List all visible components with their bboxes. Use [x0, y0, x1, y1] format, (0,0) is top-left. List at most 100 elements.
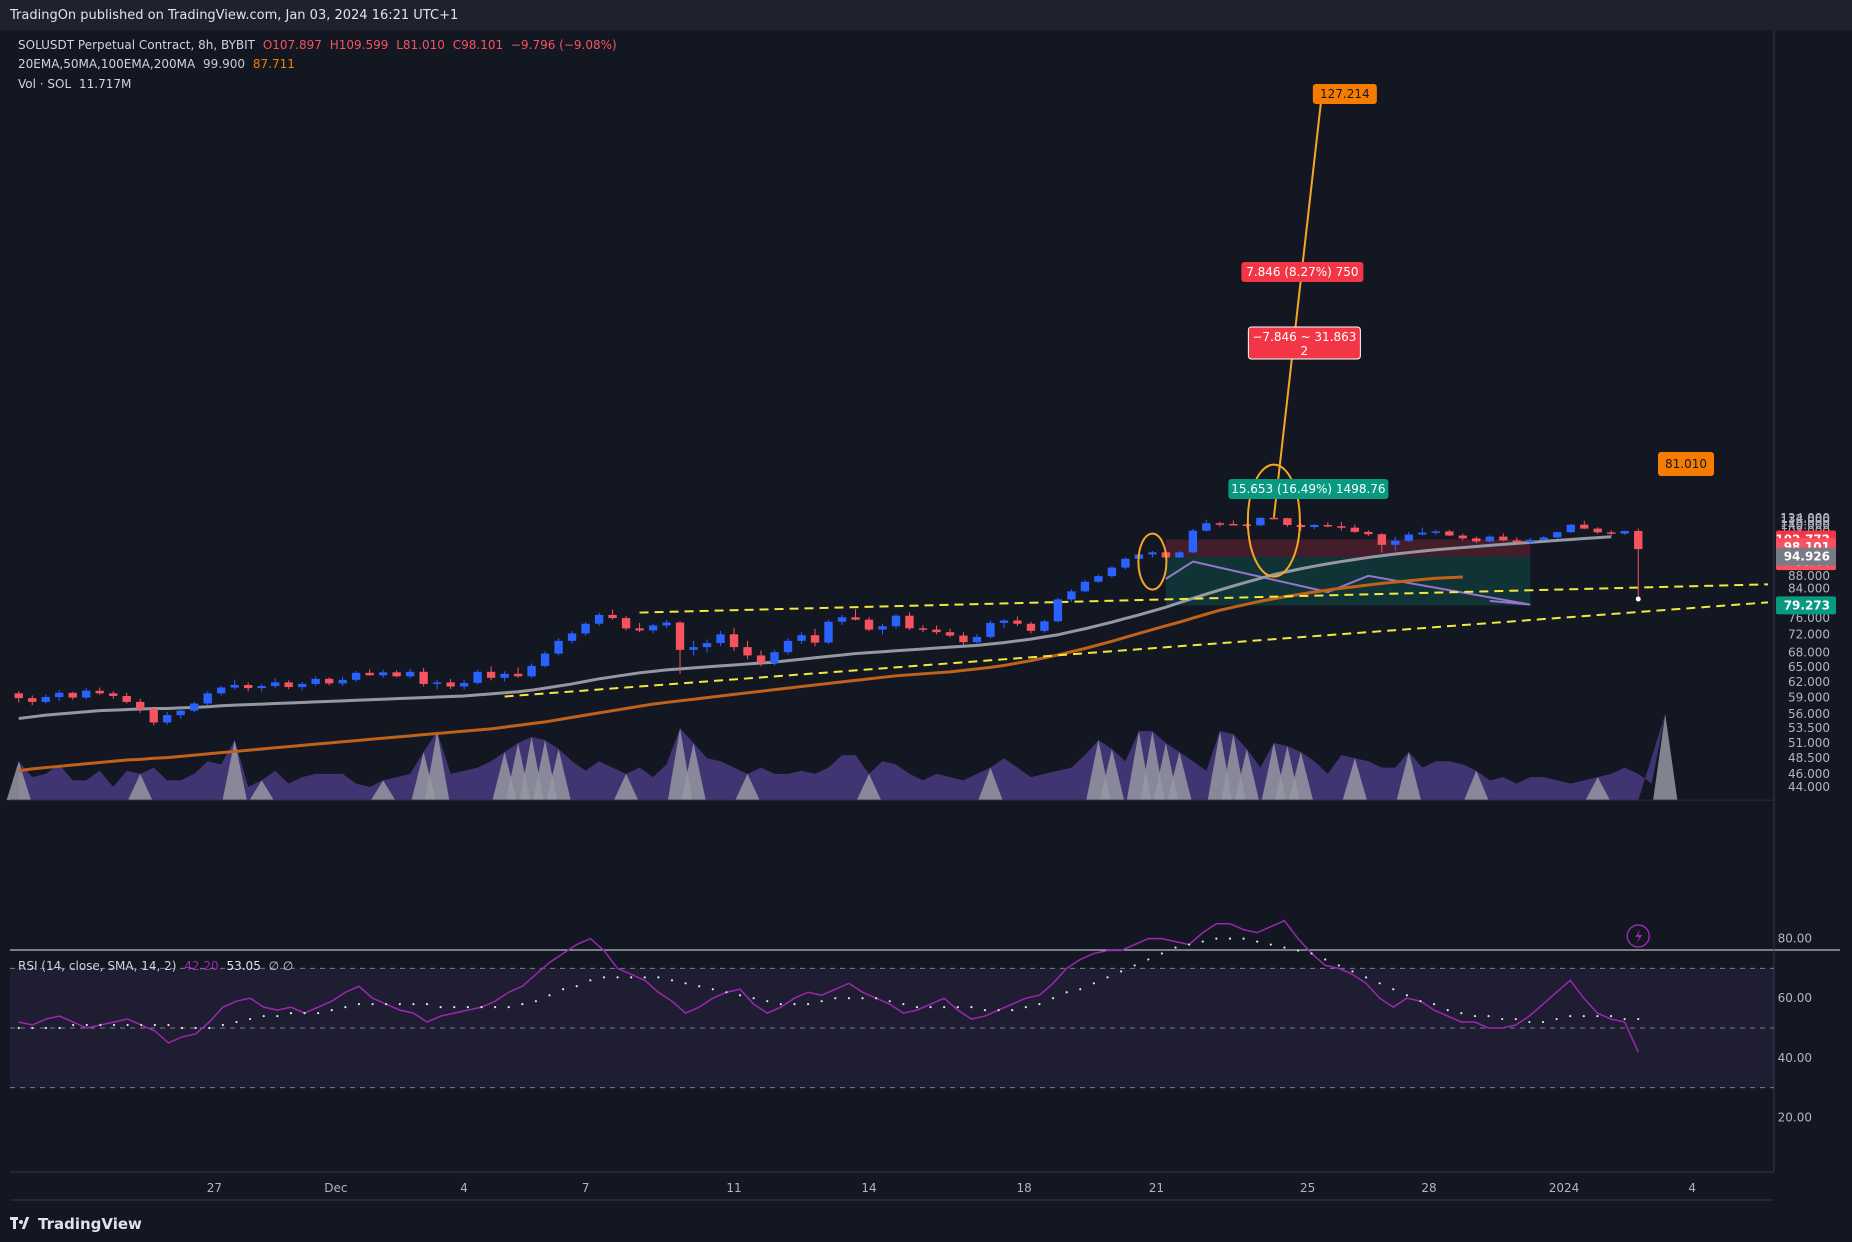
- rsi-sma-dot: [915, 1006, 919, 1009]
- rsi-sma-dot: [1228, 937, 1232, 940]
- annotations[interactable]: 127.214 7.846 (8.27%) 750 −7.846 ~ 31.8632…: [1137, 84, 1714, 948]
- price-tick: 51.000: [1788, 736, 1830, 750]
- rsi-sma-dot: [1596, 1014, 1599, 1018]
- candle-body: [1094, 576, 1103, 582]
- candle-body: [270, 682, 280, 687]
- trend-lines[interactable]: [504, 583, 1769, 698]
- rsi-sma-dot: [412, 1003, 415, 1006]
- low-marker: [1635, 596, 1641, 602]
- tradingview-logo[interactable]: TradingView: [10, 1215, 142, 1233]
- time-tick: 4: [1688, 1181, 1696, 1195]
- candle-body: [878, 626, 887, 630]
- time-tick: 14: [861, 1181, 876, 1195]
- stop-zone[interactable]: [1165, 539, 1531, 557]
- rsi-sma-dot: [602, 976, 606, 979]
- rsi-sma-dot: [385, 1003, 388, 1006]
- projection-path[interactable]: [1165, 560, 1531, 606]
- candle-body: [419, 671, 428, 684]
- volume-bar: [249, 780, 274, 801]
- rsi-sma-dot: [289, 1012, 293, 1015]
- rsi-sma-dot: [1079, 988, 1082, 991]
- ma-50-line: [18, 535, 1612, 721]
- rsi-sma-dot: [698, 985, 701, 988]
- candle-body: [55, 692, 64, 698]
- rsi-tick: 20.00: [1778, 1110, 1812, 1124]
- candle-body: [28, 698, 37, 702]
- candle-body: [608, 614, 617, 619]
- rsi-sma-value: 53.05: [226, 959, 261, 973]
- candle-body: [824, 621, 833, 643]
- volume-bar: [1585, 777, 1610, 801]
- lower-trendline[interactable]: [504, 601, 1769, 698]
- time-tick: 4: [460, 1181, 468, 1195]
- rsi-title[interactable]: RSI (14, close, SMA, 14, 2): [18, 959, 177, 973]
- volume-bar: [1396, 752, 1421, 801]
- time-tick: 25: [1300, 1181, 1315, 1195]
- volume-bar: [735, 773, 760, 801]
- volume-bar: [1234, 749, 1260, 801]
- rsi-sma-dot: [85, 1023, 88, 1027]
- rsi-extra: ∅ ∅: [268, 959, 294, 973]
- moving-averages: [18, 535, 1612, 773]
- rsi-sma-dot: [180, 1026, 184, 1030]
- volume-title[interactable]: Vol · SOL: [18, 77, 72, 91]
- rsi-sma-dot: [657, 976, 660, 979]
- rsi-sma-dot: [1637, 1017, 1640, 1021]
- rsi-sma-dot: [575, 985, 578, 988]
- rsi-sma-dot: [493, 1006, 497, 1009]
- candle-body: [230, 684, 239, 688]
- rsi-sma-dot: [1609, 1014, 1613, 1018]
- candle-body: [392, 672, 401, 677]
- highlight-ellipse-top[interactable]: [1246, 463, 1301, 578]
- rsi-sma-dot: [1242, 937, 1245, 940]
- tradingview-logo-icon: [10, 1217, 32, 1231]
- ma-title[interactable]: 20EMA,50MA,100EMA,200MA: [18, 57, 196, 71]
- ohlc-close: C98.101: [452, 38, 504, 52]
- candle-body: [257, 686, 266, 689]
- volume-bar: [1342, 758, 1367, 801]
- candle-body: [1566, 524, 1575, 533]
- candle-body: [378, 672, 388, 676]
- candle-body: [1296, 524, 1306, 528]
- upper-trendline[interactable]: [639, 583, 1769, 614]
- price-tick: 116.000: [1780, 515, 1830, 529]
- rsi-sma-dot: [1514, 1017, 1517, 1021]
- rsi-sma-dot: [793, 1003, 796, 1006]
- highlight-ellipse-left[interactable]: [1137, 532, 1168, 591]
- rsi-sma-dot: [1473, 1014, 1477, 1018]
- rsi-sma-dot: [1011, 1009, 1014, 1012]
- rsi-sma-dot: [303, 1012, 306, 1015]
- candle-body: [324, 678, 334, 684]
- candle-body: [1526, 539, 1535, 543]
- rsi-sma-dot: [439, 1006, 442, 1009]
- published-text: TradingOn published on TradingView.com, …: [10, 8, 459, 23]
- symbol-title[interactable]: SOLUSDT Perpetual Contract, 8h, BYBIT: [18, 38, 255, 52]
- candle-body: [1013, 620, 1022, 624]
- time-tick: 7: [582, 1181, 590, 1195]
- candle-body: [729, 634, 739, 648]
- candle-body: [999, 620, 1009, 623]
- rsi-sma-dot: [1569, 1014, 1572, 1018]
- brand-name: TradingView: [38, 1215, 142, 1233]
- bolt-glyph: [1635, 929, 1643, 944]
- price-tick: 88.000: [1788, 569, 1830, 583]
- candle-body: [365, 672, 374, 676]
- candlestick-series: [14, 517, 1643, 726]
- candle-body: [770, 652, 779, 664]
- candle-body: [675, 622, 685, 650]
- rsi-sma-dot: [875, 997, 878, 1000]
- rsi-sma-dot: [1623, 1017, 1626, 1021]
- high-label-pointer: [1272, 102, 1322, 518]
- target-label-bg: [1228, 479, 1389, 499]
- candle-body: [41, 697, 50, 702]
- rsi-sma-dot: [521, 1003, 524, 1006]
- rsi-sma-dot: [1215, 937, 1218, 940]
- candle-body: [1472, 538, 1481, 542]
- rsi-sma-dot: [630, 976, 633, 979]
- rsi-sma-dot: [1501, 1017, 1504, 1021]
- target-zone[interactable]: [1165, 556, 1531, 606]
- candle-body: [1445, 531, 1454, 536]
- footer: [0, 1208, 1852, 1242]
- candle-body: [837, 617, 847, 622]
